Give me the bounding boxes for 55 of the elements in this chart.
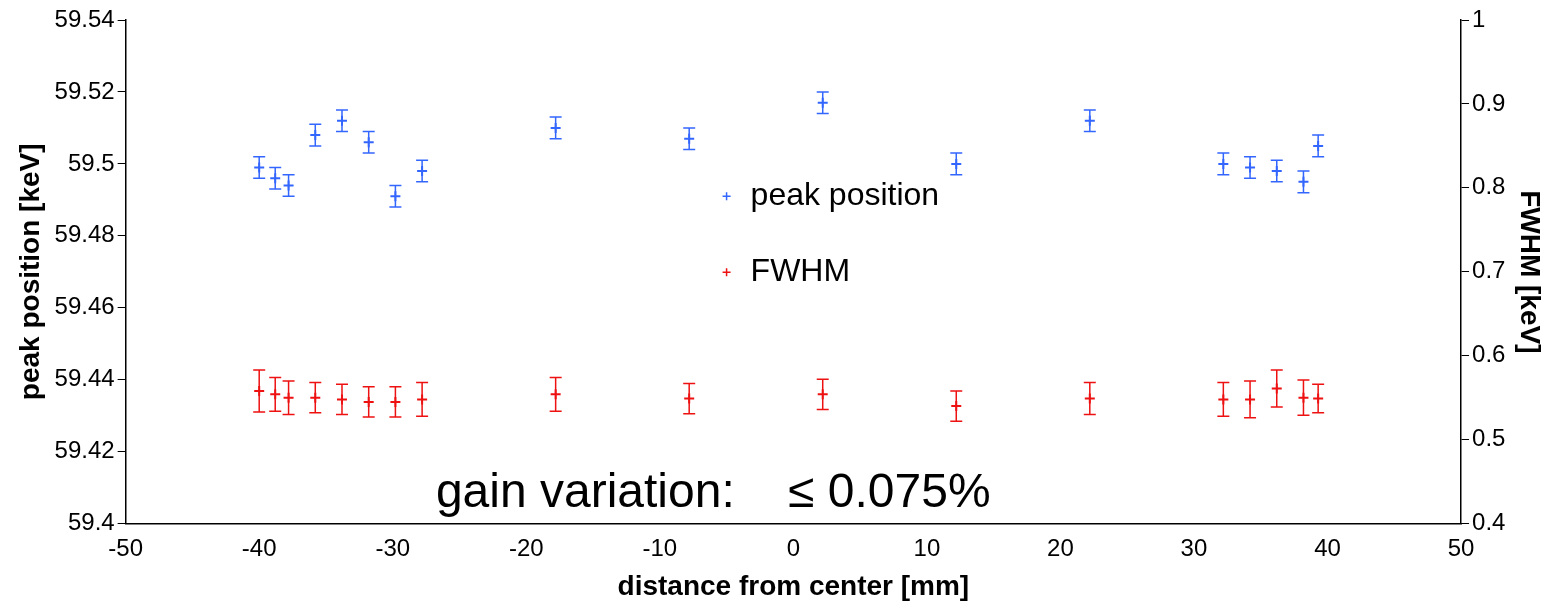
point: [1312, 392, 1325, 405]
point: [1083, 392, 1096, 405]
y-tick-label: 59.46: [54, 292, 115, 320]
point: [282, 179, 295, 192]
point: [416, 393, 429, 406]
x-tick-label: 40: [1314, 533, 1341, 561]
y2-tick-label: 0.4: [1472, 508, 1506, 536]
x-axis-title: distance from center [mm]: [617, 569, 970, 601]
y-tick-label: 59.44: [54, 364, 115, 392]
y2-tick-label: 0.6: [1472, 340, 1506, 368]
point: [1217, 393, 1230, 406]
x-tick-label: -50: [108, 533, 143, 561]
y-tick-label: 59.52: [54, 76, 115, 104]
y-axis-title: peak position [keV]: [13, 143, 45, 401]
x-tick-label: 50: [1447, 533, 1475, 561]
x-tick-label: 30: [1180, 533, 1208, 561]
point: [362, 136, 375, 149]
x-tick-label: -30: [375, 533, 411, 561]
x-tick-label: -20: [508, 533, 544, 561]
y2-tick-label: 0.5: [1472, 424, 1506, 452]
y2-axis-title: FWHM [keV]: [1515, 190, 1547, 354]
point: [816, 388, 829, 401]
legend-label: peak position: [750, 176, 940, 213]
x-tick-label: -40: [241, 533, 277, 561]
point: [1083, 114, 1096, 127]
y-tick-label: 59.54: [54, 4, 115, 32]
point: [1270, 382, 1283, 395]
point: [389, 190, 402, 203]
y2-tick-label: 0.9: [1472, 88, 1506, 116]
y-tick-label: 59.42: [54, 436, 115, 464]
point: [816, 96, 829, 109]
point: [683, 132, 696, 145]
y-tick-label: 59.48: [54, 220, 115, 248]
point: [1297, 175, 1310, 188]
point: [269, 388, 282, 401]
point: [1244, 161, 1257, 174]
y-tick-label: 59.5: [67, 148, 115, 176]
x-tick-label: 10: [913, 533, 941, 561]
y2-tick-label: 1: [1472, 4, 1486, 32]
x-tick-label: -10: [642, 533, 678, 561]
point: [1244, 393, 1257, 406]
point: [1297, 391, 1310, 404]
point: [549, 388, 562, 401]
point: [683, 392, 696, 405]
x-tick-label: 20: [1047, 533, 1074, 561]
point: [309, 391, 322, 404]
y2-tick-label: 0.7: [1472, 256, 1506, 284]
y-tick-label: 59.4: [67, 508, 115, 536]
annotation: gain variation: ≤ 0.075%: [435, 463, 991, 517]
point: [282, 391, 295, 404]
point: [253, 161, 266, 174]
point: [269, 172, 282, 185]
y2-tick-label: 0.8: [1472, 172, 1506, 200]
x-tick-label: 0: [786, 533, 801, 561]
legend-label: FWHM: [750, 252, 851, 289]
